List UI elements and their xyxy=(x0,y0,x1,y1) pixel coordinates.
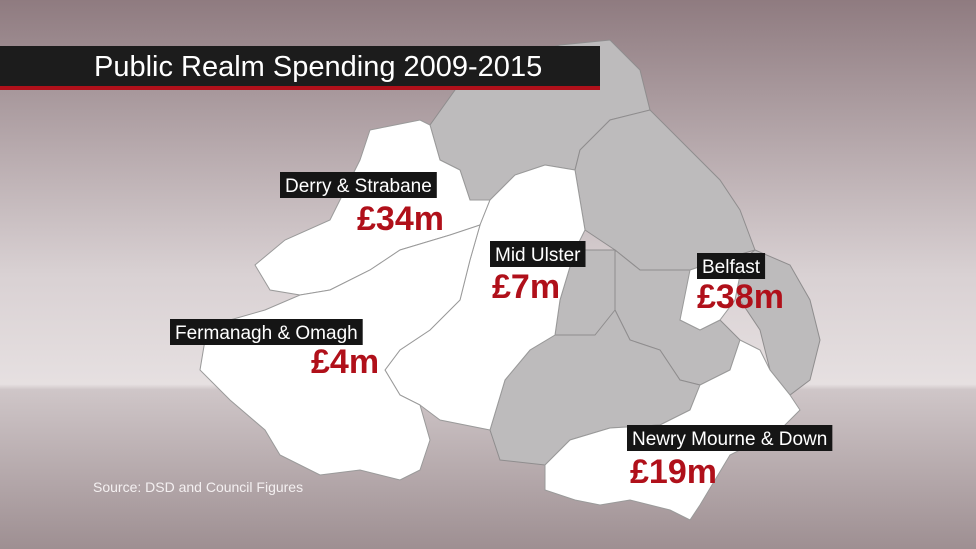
label-box xyxy=(627,425,833,451)
title-underline xyxy=(0,86,600,90)
region-amount: £7m xyxy=(492,268,560,306)
region-amount: £38m xyxy=(697,278,784,316)
region-amount: £4m xyxy=(311,343,379,381)
label-box xyxy=(170,319,363,345)
region-labels: Derry & Strabane £34m Mid Ulster£7m Belfast… xyxy=(170,172,833,491)
region-name: Belfast xyxy=(702,257,761,278)
region-fermanagh-omagh xyxy=(199,224,481,481)
region-name: Mid Ulster xyxy=(495,245,581,266)
region-name: Derry & Strabane xyxy=(285,176,432,197)
region-amount: £34m xyxy=(357,200,444,238)
title-bar xyxy=(0,46,600,86)
region-name: Newry Mourne & Down xyxy=(632,429,827,450)
region-amount: £19m xyxy=(630,453,717,491)
label-box xyxy=(490,241,586,267)
label-box xyxy=(697,253,766,279)
source: Source: DSD and Council Figures xyxy=(93,479,303,495)
title: Public Realm Spending 2009-2015 xyxy=(94,51,542,83)
region-name: Fermanagh & Omagh xyxy=(175,323,358,344)
label-box xyxy=(280,172,437,198)
